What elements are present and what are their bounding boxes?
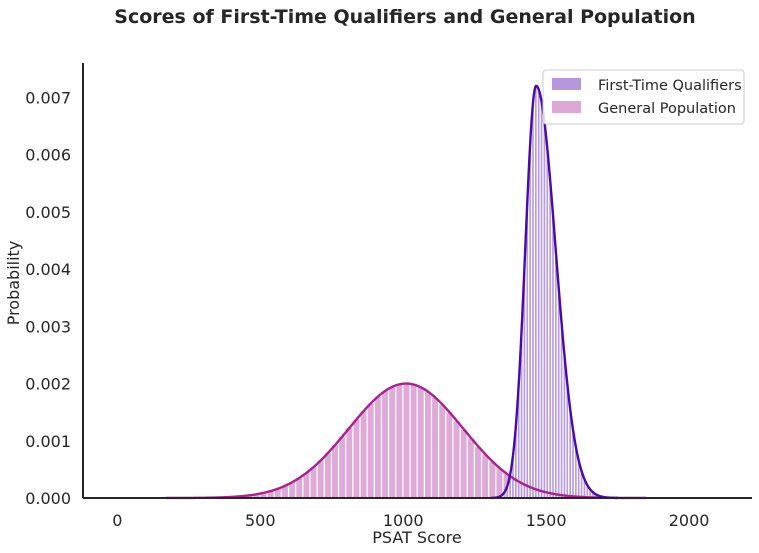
x-axis-label: PSAT Score [372, 528, 461, 547]
histogram-bar [402, 383, 411, 499]
x-tick-label: 2000 [669, 511, 710, 530]
histogram-bar [410, 384, 418, 499]
histogram-bar [557, 291, 561, 499]
histogram-bar [531, 99, 535, 499]
histogram-bar [551, 218, 555, 499]
histogram-bar [488, 461, 496, 499]
histogram-bar [474, 446, 482, 499]
histogram-bar [452, 420, 461, 499]
histogram-bar [431, 397, 439, 499]
y-tick-label: 0.005 [25, 203, 71, 222]
histogram-bar [352, 418, 361, 499]
histogram-bar [563, 357, 566, 499]
histogram-bar [374, 396, 382, 499]
histogram-bar [528, 138, 532, 499]
y-tick-label: 0.007 [25, 88, 71, 107]
x-tick-labels: 0 500 1000 1500 2000 [112, 511, 709, 530]
histogram-bar [542, 123, 546, 499]
y-tick-label: 0.000 [25, 489, 71, 508]
y-tick-labels: 0.000 0.001 0.002 0.003 0.004 0.005 0.006 0.007 [25, 88, 71, 508]
y-axis-label: Probability [4, 241, 23, 326]
histogram-bar [417, 387, 425, 499]
legend: First-Time Qualifiers General Population [542, 69, 745, 125]
histogram-bar [381, 390, 389, 499]
density-curves [165, 84, 647, 500]
first-time-qualifiers-bars [505, 85, 606, 499]
histogram-bar [309, 466, 318, 499]
first-time-qualifiers-density-line [490, 84, 618, 500]
histogram-bar [540, 103, 543, 499]
chart-title: Scores of First-Time Qualifiers and Gene… [114, 6, 695, 28]
histogram-bar [388, 386, 396, 499]
histogram-bar [445, 412, 453, 499]
y-tick-label: 0.004 [25, 260, 71, 279]
histogram-bar [467, 437, 475, 499]
y-tick-label: 0.003 [25, 317, 71, 336]
histogram-bar [395, 383, 403, 499]
histogram-bar [545, 151, 549, 499]
y-tick-label: 0.001 [25, 432, 71, 451]
histogram-bar [367, 402, 375, 499]
x-tick-label: 500 [245, 511, 276, 530]
histogram-bar [345, 427, 353, 499]
legend-frame [542, 69, 745, 125]
histogram-bar [302, 472, 310, 499]
y-tick-label: 0.006 [25, 146, 71, 165]
histogram-bar [338, 436, 346, 499]
histogram-bar [317, 459, 325, 499]
legend-swatch-first-time-qualifiers [552, 78, 581, 90]
histogram-bar [548, 183, 552, 499]
histogram-bar [324, 452, 332, 499]
legend-swatch-general-population [552, 101, 581, 113]
histogram-bar [424, 391, 432, 499]
histogram-bar [568, 410, 572, 499]
histogram-bar [481, 453, 489, 499]
histogram-bar [495, 467, 503, 499]
histogram-bar [331, 444, 339, 499]
x-tick-label: 0 [112, 511, 122, 530]
legend-label-first-time-qualifiers: First-Time Qualifiers [598, 78, 742, 94]
legend-label-general-population: General Population [598, 101, 736, 117]
y-tick-label: 0.002 [25, 375, 71, 394]
histogram-bar [554, 255, 558, 499]
histogram-bar [537, 90, 541, 499]
x-tick-label: 1000 [383, 511, 424, 530]
histogram-bar [534, 85, 538, 499]
histogram-bar [565, 386, 569, 499]
histogram-bar [560, 326, 564, 499]
general-population-density-line [165, 382, 647, 500]
histogram-bar [360, 410, 368, 499]
x-tick-label: 1500 [526, 511, 567, 530]
histogram-bar [438, 404, 446, 499]
histogram-bar [460, 429, 468, 499]
